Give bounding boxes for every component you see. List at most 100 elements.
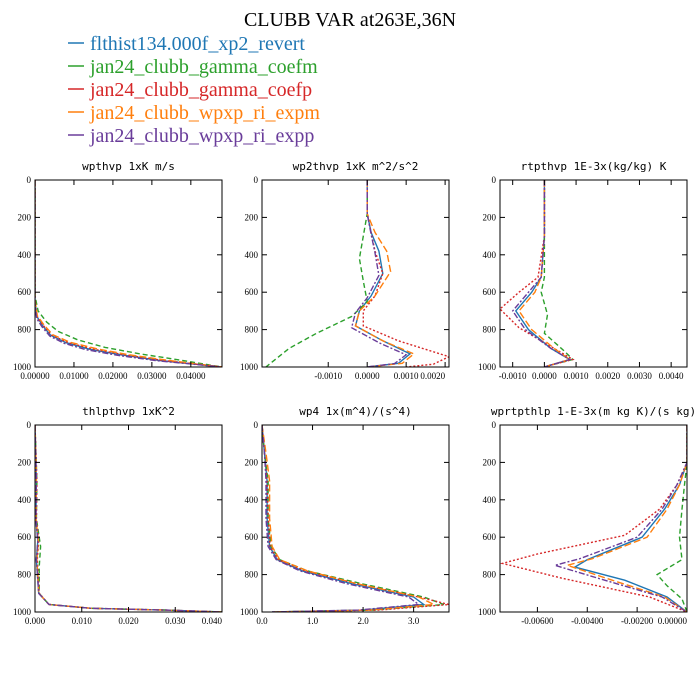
x-tick-label: 3.0 — [408, 616, 420, 626]
series-group — [265, 180, 449, 367]
panel-title: wprtpthlp 1-E-3x(m kg K)/(s kg) — [491, 405, 696, 418]
series-line — [265, 180, 368, 367]
legend-entry: jan24_clubb_wpxp_ri_expp — [68, 125, 314, 147]
x-tick-label: -0.00400 — [571, 616, 604, 626]
y-tick-label: 600 — [245, 532, 259, 542]
y-tick-label: 200 — [483, 212, 497, 222]
series-group — [262, 425, 449, 612]
y-tick-label: 800 — [245, 570, 259, 580]
series-line — [540, 180, 575, 367]
series-line — [35, 425, 222, 612]
x-tick-label: -0.00600 — [521, 616, 554, 626]
plot-frame — [499, 424, 688, 613]
series-line — [262, 425, 437, 612]
x-tick-label: 0.000 — [25, 616, 46, 626]
y-tick-label: 0 — [27, 175, 32, 185]
x-tick-label: -0.00200 — [621, 616, 654, 626]
plot-frame — [499, 179, 688, 368]
legend-entry: flthist134.000f_xp2_revert — [68, 33, 305, 55]
y-tick-label: 400 — [18, 495, 32, 505]
plot-frame — [261, 179, 450, 368]
series-line — [354, 180, 412, 367]
y-tick-label: 0 — [254, 175, 259, 185]
y-tick-label: 800 — [18, 570, 32, 580]
panel-title: wp2thvp 1xK m^2/s^2 — [293, 160, 419, 173]
x-tick-label: -0.0010 — [314, 371, 342, 381]
x-tick-label: 0.0040 — [659, 371, 684, 381]
series-group — [500, 425, 687, 612]
x-tick-label: 0.03000 — [137, 371, 167, 381]
y-tick-label: 200 — [245, 457, 259, 467]
x-tick-label: 0.0000 — [532, 371, 557, 381]
legend: flthist134.000f_xp2_revertjan24_clubb_ga… — [68, 33, 320, 147]
y-tick-label: 200 — [18, 212, 32, 222]
y-tick-label: 1000 — [240, 607, 259, 617]
y-tick-label: 400 — [245, 250, 259, 260]
series-line — [354, 180, 416, 367]
x-tick-label: 0.04000 — [176, 371, 206, 381]
x-tick-label: 0.00000 — [20, 371, 50, 381]
series-line — [35, 180, 222, 367]
y-tick-label: 600 — [18, 287, 32, 297]
series-line — [500, 180, 575, 367]
y-tick-label: 1000 — [478, 607, 497, 617]
series-line — [35, 425, 222, 612]
x-tick-label: 0.040 — [202, 616, 223, 626]
series-line — [35, 425, 222, 612]
x-tick-label: 0.0020 — [420, 371, 445, 381]
y-tick-label: 600 — [483, 287, 497, 297]
legend-label: jan24_clubb_wpxp_ri_expm — [89, 102, 320, 124]
x-tick-label: 2.0 — [357, 616, 369, 626]
y-tick-label: 400 — [245, 495, 259, 505]
x-tick-label: 0.010 — [72, 616, 93, 626]
plot-frame — [34, 424, 223, 613]
series-line — [500, 425, 687, 612]
y-tick-label: 200 — [18, 457, 32, 467]
series-line — [362, 180, 449, 367]
y-tick-label: 1000 — [478, 362, 497, 372]
panel-title: wpthvp 1xK m/s — [82, 160, 175, 173]
series-line — [35, 180, 222, 367]
legend-label: jan24_clubb_wpxp_ri_expp — [89, 125, 314, 147]
series-line — [262, 425, 426, 612]
series-line — [350, 180, 408, 367]
y-tick-label: 600 — [245, 287, 259, 297]
y-tick-label: 0 — [27, 420, 32, 430]
x-tick-label: 1.0 — [307, 616, 319, 626]
series-line — [35, 180, 222, 367]
y-tick-label: 200 — [245, 212, 259, 222]
x-tick-label: 0.01000 — [59, 371, 89, 381]
y-tick-label: 1000 — [13, 362, 32, 372]
y-tick-label: 800 — [483, 570, 497, 580]
legend-entry: jan24_clubb_wpxp_ri_expm — [68, 102, 320, 124]
panel: wp2thvp 1xK m^2/s^2 0 200 400 600 800 1000 -0.0… — [240, 160, 450, 381]
y-tick-label: 800 — [483, 325, 497, 335]
y-tick-label: 600 — [18, 532, 32, 542]
y-tick-label: 800 — [245, 325, 259, 335]
y-tick-label: 0 — [492, 175, 497, 185]
legend-entry: jan24_clubb_gamma_coefm — [68, 56, 318, 78]
panel-title: thlpthvp 1xK^2 — [82, 405, 175, 418]
series-line — [511, 180, 572, 367]
series-group — [500, 180, 575, 367]
x-tick-label: 0.0 — [256, 616, 268, 626]
y-tick-label: 1000 — [240, 362, 259, 372]
x-tick-label: 0.030 — [165, 616, 186, 626]
series-line — [552, 425, 687, 612]
panel-title: rtpthvp 1E-3x(kg/kg) K — [521, 160, 667, 173]
panel: rtpthvp 1E-3x(kg/kg) K 0 200 400 600 800 1000-… — [478, 160, 688, 381]
legend-label: jan24_clubb_gamma_coefp — [89, 79, 312, 101]
legend-entry: jan24_clubb_gamma_coefp — [68, 79, 312, 101]
figure-title: CLUBB VAR at263E,36N — [244, 9, 456, 31]
series-group — [35, 425, 222, 612]
x-tick-label: 0.020 — [118, 616, 139, 626]
y-tick-label: 400 — [18, 250, 32, 260]
y-tick-label: 0 — [492, 420, 497, 430]
series-line — [35, 425, 222, 612]
y-tick-label: 600 — [483, 532, 497, 542]
